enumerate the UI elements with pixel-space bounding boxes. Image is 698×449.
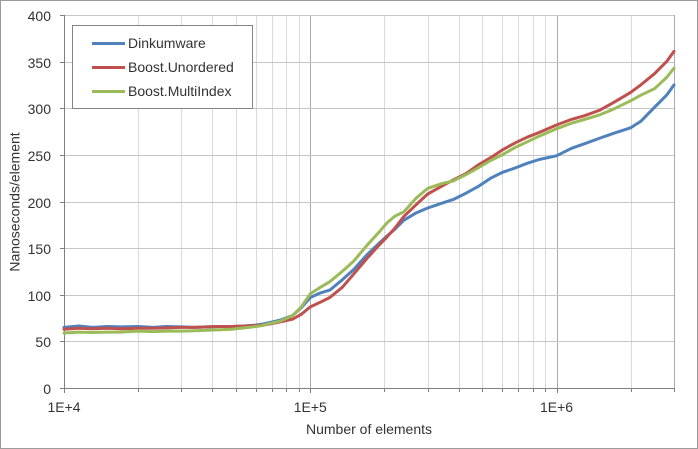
x-tick-label-1E+5: 1E+5 (293, 399, 327, 415)
x-axis-title: Number of elements (305, 421, 433, 437)
y-tick-label-0: 0 (43, 380, 51, 397)
series-line-boost-multiindex (62, 66, 676, 335)
legend-swatch-dinkumware (92, 41, 125, 45)
y-tick-label-50: 50 (35, 333, 51, 350)
y-tick-label-150: 150 (27, 240, 51, 257)
legend-label-boost-unordered: Boost.Unordered (128, 59, 234, 75)
legend-item-boost-multiindex: Boost.MultiIndex (92, 83, 252, 99)
legend-item-dinkumware: Dinkumware (92, 35, 252, 51)
legend-swatch-boost-unordered (92, 65, 125, 69)
y-axis-title-box: Nanoseconds/element (1, 15, 29, 388)
legend: Dinkumware Boost.Unordered Boost.MultiInde… (72, 25, 253, 109)
series-line-boost-unordered (62, 49, 676, 331)
y-tick-label-250: 250 (27, 147, 51, 164)
legend-label-dinkumware: Dinkumware (128, 35, 206, 51)
y-tick-label-100: 100 (27, 287, 51, 304)
y-tick-label-300: 300 (27, 100, 51, 117)
x-tick-label-1E+6: 1E+6 (539, 399, 574, 415)
y-tick-label-350: 350 (27, 54, 51, 71)
x-tick-label-1E+4: 1E+4 (47, 399, 81, 415)
y-axis-title: Nanoseconds/element (7, 131, 23, 272)
legend-label-boost-multiindex: Boost.MultiIndex (128, 83, 232, 99)
legend-item-boost-unordered: Boost.Unordered (92, 59, 252, 75)
legend-swatch-boost-multiindex (92, 89, 125, 93)
y-tick-label-200: 200 (27, 194, 51, 211)
y-tick-label-400: 400 (27, 7, 51, 24)
